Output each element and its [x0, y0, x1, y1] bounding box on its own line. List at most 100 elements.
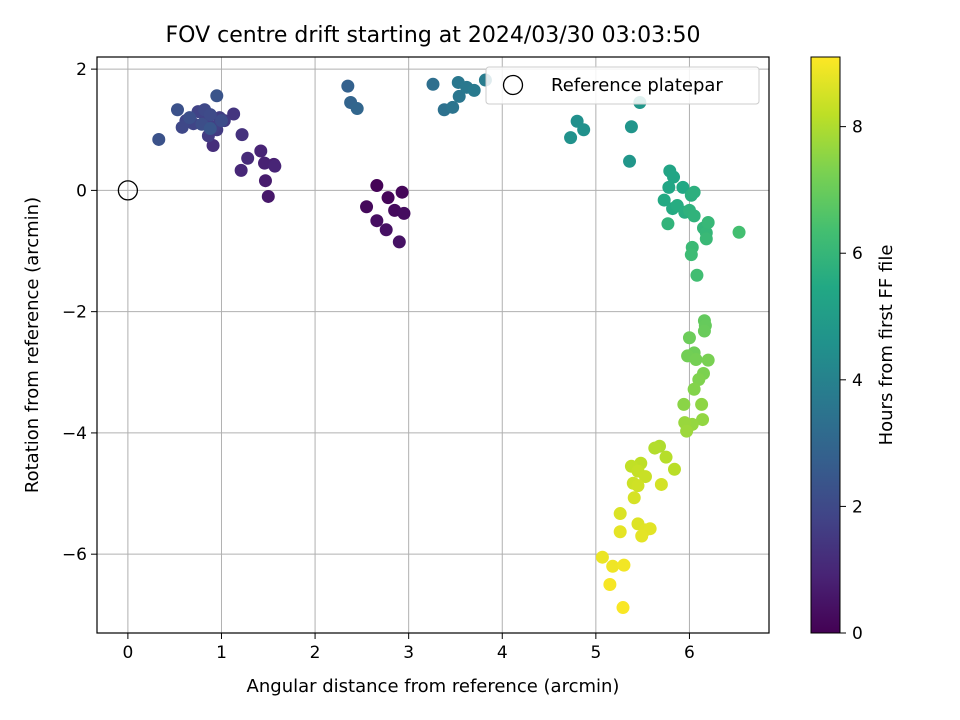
x-tick-label: 2 [310, 643, 321, 663]
data-point [467, 83, 481, 97]
data-point [227, 107, 241, 121]
data-point [392, 235, 406, 249]
data-point [687, 209, 701, 223]
data-point [379, 223, 393, 237]
x-axis: 0 1 2 3 4 5 6 [122, 633, 695, 663]
data-point [623, 154, 637, 168]
chart-title: FOV centre drift starting at 2024/03/30 … [166, 23, 701, 48]
data-point [214, 114, 228, 128]
data-point [606, 559, 620, 573]
x-axis-label: Angular distance from reference (arcmin) [247, 676, 620, 697]
legend-box [485, 66, 760, 105]
y-tick-label: 2 [76, 60, 87, 80]
colorbar-gradient [810, 56, 841, 634]
x-tick-label: 6 [684, 643, 695, 663]
data-point [603, 577, 617, 591]
colorbar-tick-label: 6 [852, 244, 863, 264]
data-point [690, 268, 704, 282]
data-point [695, 397, 709, 411]
data-point [370, 179, 384, 193]
data-point [564, 131, 578, 145]
data-point [261, 189, 275, 203]
data-point [350, 102, 364, 116]
data-point [268, 159, 282, 173]
x-tick-label: 3 [403, 643, 414, 663]
data-point [696, 413, 710, 427]
legend-marker-icon [502, 74, 524, 96]
data-point [446, 100, 460, 114]
y-tick-label: −2 [62, 303, 87, 323]
data-point [701, 353, 715, 367]
data-point [732, 225, 746, 239]
legend: Reference platepar [485, 66, 760, 105]
data-point [234, 163, 248, 177]
data-point [235, 128, 249, 142]
data-point [654, 477, 668, 491]
data-point [635, 529, 649, 543]
x-tick-label: 4 [497, 643, 508, 663]
grid [97, 57, 769, 633]
data-point [258, 174, 272, 188]
data-point [684, 248, 698, 262]
colorbar-ticks: 0 2 4 6 8 [840, 118, 863, 644]
data-point [699, 232, 713, 246]
data-point [617, 558, 631, 572]
data-point [152, 132, 166, 146]
data-point [395, 185, 409, 199]
data-point [210, 89, 224, 103]
x-tick-label: 1 [216, 643, 227, 663]
data-point [659, 450, 673, 464]
colorbar-label: Hours from first FF file [876, 245, 897, 446]
data-point [624, 120, 638, 134]
data-point [426, 77, 440, 91]
data-point [667, 170, 681, 184]
data-point [241, 151, 255, 165]
data-point [680, 424, 694, 438]
data-point [170, 103, 184, 117]
data-point [613, 507, 627, 521]
data-point [638, 470, 652, 484]
data-point [258, 156, 272, 170]
data-point [341, 79, 355, 93]
data-point [667, 462, 681, 476]
data-point [682, 331, 696, 345]
y-axis: −6 −4 −2 0 2 [62, 60, 97, 565]
data-point [616, 601, 630, 615]
colorbar-tick-label: 4 [852, 371, 863, 391]
data-point [381, 191, 395, 205]
data-point [183, 111, 197, 125]
colorbar-tick-label: 2 [852, 497, 863, 517]
data-point [631, 479, 645, 493]
legend-label: Reference platepar [551, 75, 723, 96]
data-point [370, 214, 384, 228]
data-point [687, 185, 701, 199]
data-point [577, 123, 591, 137]
x-tick-label: 0 [122, 643, 133, 663]
data-point [692, 373, 706, 387]
data-point [643, 522, 657, 536]
reference-platepar-point [117, 180, 139, 201]
reference-marker [117, 180, 139, 201]
y-tick-label: −6 [62, 545, 87, 565]
data-point [203, 122, 217, 136]
x-tick-label: 5 [590, 643, 601, 663]
data-point [657, 193, 671, 207]
y-axis-label: Rotation from reference (arcmin) [22, 197, 43, 493]
data-point [595, 550, 609, 564]
plot-area [96, 56, 770, 634]
data-point [254, 144, 268, 158]
data-point [701, 216, 715, 230]
data-point [697, 324, 711, 338]
colorbar-tick-label: 8 [852, 118, 863, 138]
y-tick-label: 0 [76, 181, 87, 201]
data-point [689, 353, 703, 367]
data-points [152, 73, 746, 615]
data-point [452, 89, 466, 103]
data-point [661, 217, 675, 231]
data-point [687, 382, 701, 396]
data-point [360, 200, 374, 214]
colorbar-tick-label: 0 [852, 624, 863, 644]
data-point [397, 206, 411, 220]
colorbar: 0 2 4 6 8 Hours from first FF file [810, 56, 897, 644]
